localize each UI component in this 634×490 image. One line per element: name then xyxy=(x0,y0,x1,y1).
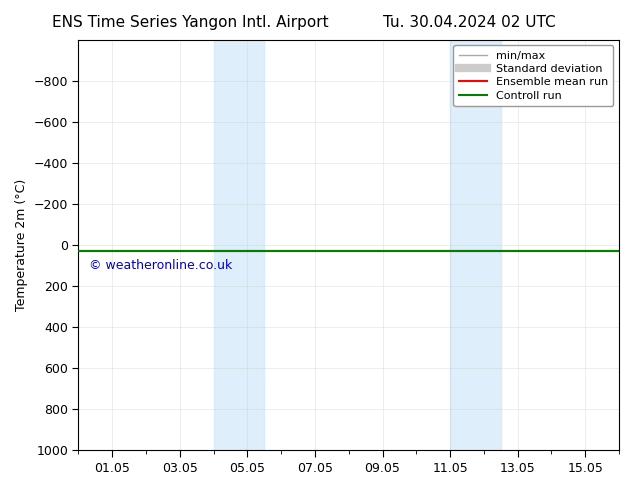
Text: Tu. 30.04.2024 02 UTC: Tu. 30.04.2024 02 UTC xyxy=(383,15,555,30)
Bar xyxy=(214,40,264,450)
Text: ENS Time Series Yangon Intl. Airport: ENS Time Series Yangon Intl. Airport xyxy=(52,15,328,30)
Y-axis label: Temperature 2m (°C): Temperature 2m (°C) xyxy=(15,179,28,311)
Text: © weatheronline.co.uk: © weatheronline.co.uk xyxy=(89,259,232,272)
Legend: min/max, Standard deviation, Ensemble mean run, Controll run: min/max, Standard deviation, Ensemble me… xyxy=(453,45,614,106)
Bar xyxy=(450,40,501,450)
